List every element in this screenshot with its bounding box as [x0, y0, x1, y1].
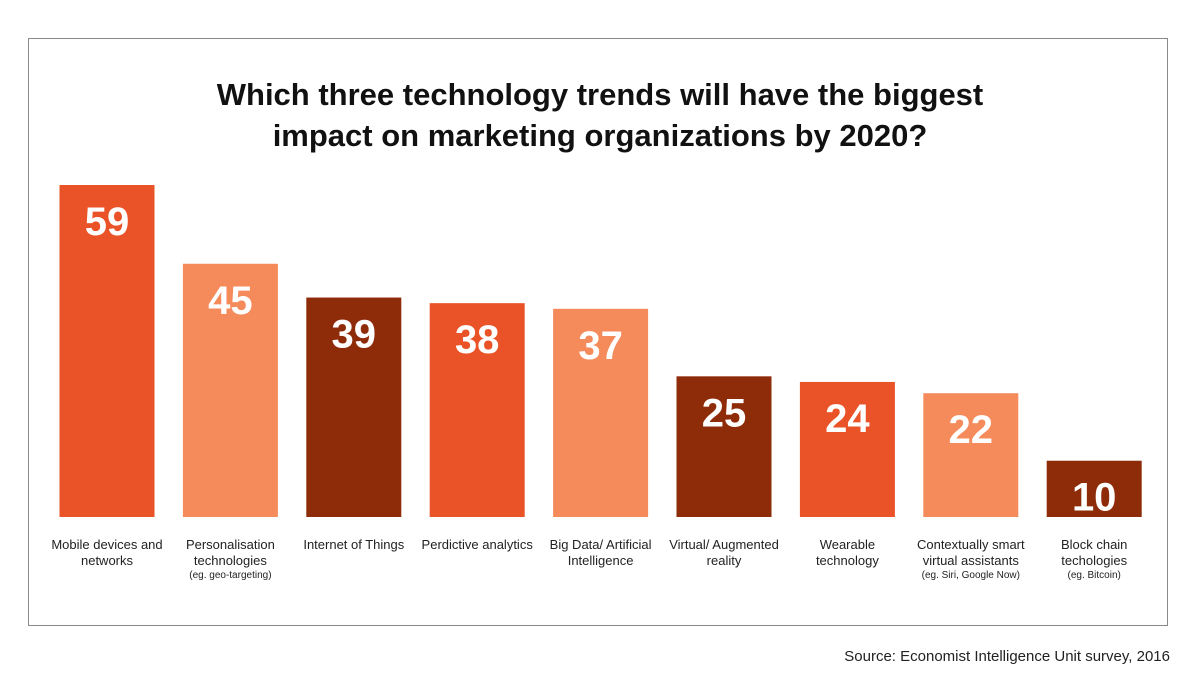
category-note: (eg. Siri, Google Now) — [921, 570, 1020, 581]
category-note: (eg. geo-targeting) — [189, 570, 272, 581]
category-label: Block chain techologies — [1060, 537, 1128, 568]
category-label-block: Internet of Things — [296, 537, 412, 553]
value-label: 45 — [208, 279, 253, 323]
frame — [28, 38, 1168, 626]
category-label: Perdictive analytics — [421, 537, 533, 552]
bar — [553, 308, 649, 517]
category-label-block: Personalisation technologies (eg. geo-tar… — [172, 537, 288, 582]
category-label-block: Perdictive analytics — [419, 537, 535, 553]
value-label: 10 — [1072, 476, 1117, 520]
category-label: Mobile devices and networks — [51, 537, 163, 568]
category-label-block: Block chain techologies (eg. Bitcoin) — [1036, 537, 1152, 582]
value-label: 39 — [332, 313, 377, 357]
bar — [676, 376, 772, 517]
bar — [306, 297, 402, 517]
bar — [59, 185, 155, 517]
category-label-block: Contextually smart virtual assistants (eg… — [913, 537, 1029, 582]
bar — [1046, 460, 1142, 517]
bar — [429, 303, 525, 517]
bar — [182, 263, 278, 517]
bar — [799, 381, 895, 517]
category-label-block: Virtual/ Augmented reality — [666, 537, 782, 569]
value-label: 25 — [702, 391, 747, 435]
category-label: Virtual/ Augmented reality — [669, 537, 779, 568]
value-label: 22 — [949, 408, 994, 452]
category-label-block: Big Data/ Artificial Intelligence — [543, 537, 659, 569]
category-label: Contextually smart virtual assistants — [916, 537, 1025, 568]
value-label: 59 — [85, 200, 130, 244]
category-label: Personalisation technologies — [185, 537, 275, 568]
chart-title: Which three technology trends will have … — [216, 77, 984, 153]
value-label: 37 — [578, 324, 623, 368]
category-label: Internet of Things — [303, 537, 405, 552]
category-label: Big Data/ Artificial Intelligence — [549, 537, 652, 568]
value-label: 38 — [455, 318, 500, 362]
category-label-block: Mobile devices and networks — [49, 537, 165, 569]
category-label-block: Wearable technology — [789, 537, 905, 569]
category-note: (eg. Bitcoin) — [1067, 570, 1121, 581]
value-label: 24 — [825, 397, 870, 441]
source: Source: Economist Intelligence Unit surv… — [844, 648, 1170, 665]
bar — [923, 393, 1019, 517]
category-label: Wearable technology — [815, 537, 879, 568]
